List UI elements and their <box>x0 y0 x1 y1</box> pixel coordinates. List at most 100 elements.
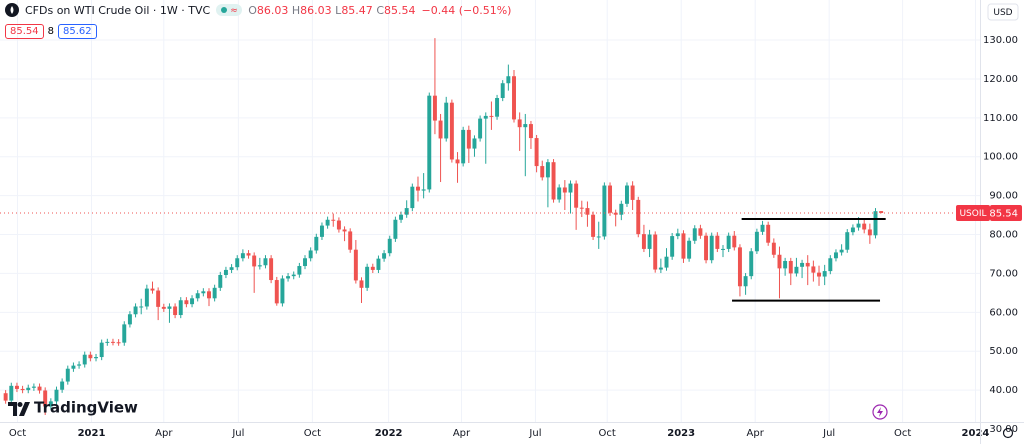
candle-body <box>274 280 279 304</box>
candle-body <box>828 258 833 272</box>
candle-body <box>523 124 528 128</box>
candle-body <box>3 393 8 401</box>
candle-body <box>545 162 550 178</box>
candle-body <box>48 401 53 407</box>
candle-body <box>568 183 573 193</box>
candle-body <box>562 187 567 193</box>
candle-body <box>704 235 709 261</box>
ask[interactable]: 85.62 <box>58 24 97 39</box>
candle-body <box>348 231 353 250</box>
candle-body <box>512 76 516 120</box>
candle-body <box>754 231 759 252</box>
last-price-tag <box>990 204 1022 221</box>
ohlc-value: 86.03 <box>256 3 289 17</box>
candle-body <box>692 228 697 241</box>
candle-body <box>133 306 138 315</box>
x-tick-label: Oct <box>894 428 911 439</box>
candle-body <box>314 236 319 251</box>
candle-body <box>495 98 500 117</box>
candle-body <box>404 208 409 215</box>
candle-body <box>393 219 398 239</box>
candle-body <box>726 235 731 249</box>
header: CFDs on WTI Crude Oil · 1W · TVC ≈ O86.0… <box>5 3 511 17</box>
settings-icon <box>1002 427 1014 439</box>
candle-body <box>867 229 872 236</box>
candle-body <box>218 274 223 288</box>
candle-body <box>608 185 613 213</box>
candle-body <box>303 258 307 267</box>
symbol-title[interactable]: CFDs on WTI Crude Oil · 1W · TVC <box>25 3 211 17</box>
candle-body <box>585 208 590 215</box>
candle-body <box>461 129 466 164</box>
symbol-tag <box>956 204 990 221</box>
y-tick-label: 110.00 <box>983 113 1018 124</box>
candle-body <box>698 228 703 236</box>
candle-body <box>506 76 511 84</box>
x-tick-label: Jul <box>528 428 541 439</box>
candle-body <box>591 214 596 237</box>
y-tick-label: 120.00 <box>983 74 1018 85</box>
candle-body <box>139 306 144 308</box>
currency: USD <box>993 8 1012 18</box>
candle-body <box>286 276 291 279</box>
candle-body <box>173 306 178 316</box>
x-tick-label: Oct <box>599 428 616 439</box>
candle-body <box>766 224 771 243</box>
candle-body <box>630 185 635 200</box>
candle-body <box>229 267 234 270</box>
ohlc: O86.03 H86.03 L85.47 C85.54 <box>248 4 415 17</box>
candle-body <box>370 266 375 270</box>
candle-body <box>54 389 59 402</box>
svg-text:≈: ≈ <box>230 6 238 16</box>
candle-body <box>71 365 76 369</box>
candle-body <box>269 258 274 281</box>
candle-body <box>382 253 387 259</box>
bid[interactable]: 85.54 <box>5 24 44 39</box>
ohlc-value: 85.54 <box>384 3 416 17</box>
candle-body <box>800 262 805 267</box>
quote-row: 85.54 8 85.62 <box>5 24 97 39</box>
candle-body <box>438 120 443 139</box>
candle-body <box>862 223 867 230</box>
x-tick-label: Jul <box>822 428 835 439</box>
candle-body <box>658 267 663 270</box>
candle-body <box>540 166 545 178</box>
candle-body <box>421 189 426 191</box>
candle-body <box>353 249 358 281</box>
candle-body <box>150 288 155 291</box>
x-tick-label: Oct <box>304 428 321 439</box>
candle-body <box>653 234 658 270</box>
candle-body <box>534 138 539 167</box>
candle-body <box>336 220 341 230</box>
candle-body <box>879 211 884 213</box>
x-tick-label: 2023 <box>667 428 695 439</box>
candle-body <box>60 381 65 390</box>
ohlc-label: C <box>376 3 384 17</box>
candle-body <box>195 293 200 299</box>
spread: 8 <box>47 26 55 37</box>
event-bolt <box>877 407 883 417</box>
candle-body <box>246 253 251 256</box>
candle-body <box>760 224 765 232</box>
candle-body <box>715 235 720 249</box>
candle-body <box>783 260 788 269</box>
candle-body <box>65 368 70 382</box>
candle-body <box>721 248 725 250</box>
ohlc-value: 85.47 <box>341 3 373 17</box>
ohlc-label: H <box>291 3 301 17</box>
y-tick-label: 40.00 <box>989 385 1018 396</box>
candle-body <box>466 129 471 149</box>
x-tick-label: 2021 <box>78 428 106 439</box>
y-tick-label: 100.00 <box>983 152 1018 163</box>
x-tick-label: Jul <box>231 428 244 439</box>
candle-body <box>624 185 629 204</box>
candle-body <box>235 258 240 268</box>
candle-body <box>257 265 262 267</box>
candle-body <box>37 386 42 391</box>
candle-body <box>82 354 87 365</box>
candle-body <box>359 280 364 288</box>
brand-logo: TradingView <box>8 399 138 417</box>
candle-body <box>449 102 454 160</box>
candle-body <box>613 212 618 215</box>
